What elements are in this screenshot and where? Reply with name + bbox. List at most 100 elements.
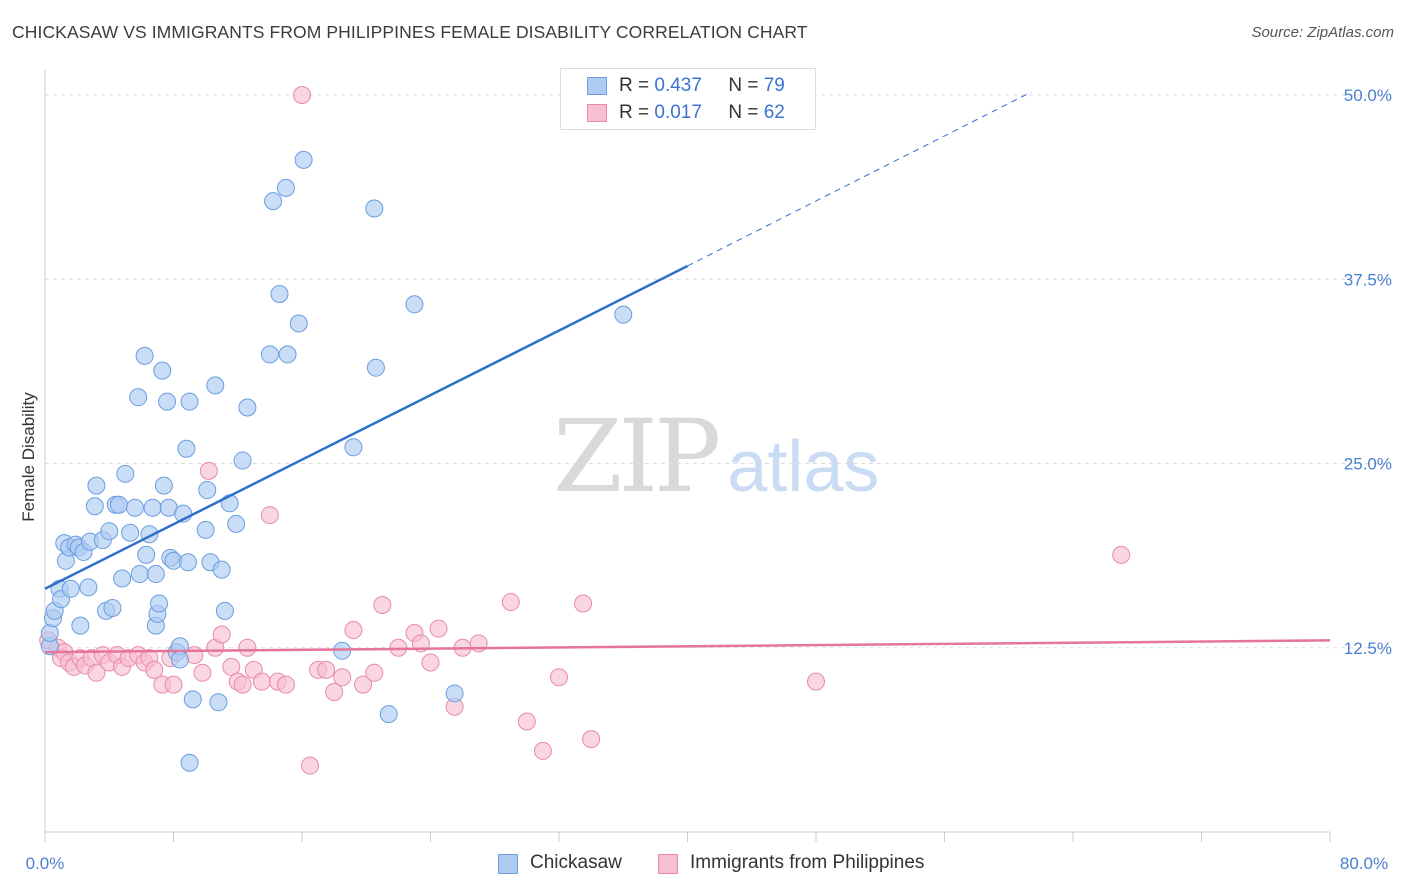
point-chickasaw [158,392,177,411]
point-chickasaw [146,565,165,584]
r-value: 0.437 [654,75,702,96]
point-chickasaw [294,150,313,169]
point-chickasaw [289,314,308,333]
point-chickasaw [196,520,215,539]
point-chickasaw [212,560,231,579]
n-value: 62 [763,102,785,123]
point-philippines [421,653,440,672]
point-philippines [199,461,218,480]
point-chickasaw [379,705,398,724]
y-tick-label: 25.0% [1344,455,1392,474]
point-philippines [193,663,212,682]
point-philippines [501,593,520,612]
x-tick-label-max: 80.0% [1340,854,1388,873]
point-philippines [517,712,536,731]
r-value: 0.017 [654,102,702,123]
point-chickasaw [150,594,169,613]
point-chickasaw [153,361,172,380]
point-chickasaw [129,388,148,407]
point-chickasaw [100,522,119,541]
point-chickasaw [209,693,228,712]
source-credit: Source: ZipAtlas.com [1251,24,1394,41]
point-philippines [145,660,164,679]
point-philippines [533,741,552,760]
stats-legend: R = 0.437 N = 79 R = 0.017 N = 62 [560,68,816,130]
point-chickasaw [109,495,128,514]
legend-swatch-philippines [658,854,678,874]
point-chickasaw [71,616,90,635]
point-philippines [317,660,336,679]
legend-swatch-philippines [587,104,607,122]
point-chickasaw [79,578,98,597]
r-label: R = [619,102,650,123]
point-chickasaw [445,684,464,703]
point-chickasaw [405,295,424,314]
watermark-atlas: atlas [727,427,880,507]
point-chickasaw [125,498,144,517]
watermark-zip: ZIP [553,398,721,515]
point-philippines [164,675,183,694]
point-chickasaw [121,523,140,542]
point-chickasaw [366,358,385,377]
trendline-chickasaw [44,264,689,590]
point-philippines [344,621,363,640]
point-chickasaw [180,392,199,411]
point-chickasaw [178,553,197,572]
legend-label-philippines: Immigrants from Philippines [690,852,925,873]
point-chickasaw [85,497,104,516]
point-chickasaw [135,346,154,365]
x-tick-label-min: 0.0% [26,854,65,873]
trendline-philippines [44,639,1331,654]
point-philippines [354,675,373,694]
point-chickasaw [278,345,297,364]
point-philippines [550,668,568,687]
point-chickasaw [233,451,252,470]
point-philippines [373,596,392,615]
n-value: 79 [763,75,785,96]
point-chickasaw [154,476,173,495]
legend-label-chickasaw: Chickasaw [530,852,622,873]
point-philippines [238,638,257,657]
point-chickasaw [365,199,384,218]
point-philippines [252,672,271,691]
point-chickasaw [113,569,132,588]
legend-swatch-chickasaw [587,77,607,95]
point-chickasaw [143,498,162,517]
point-chickasaw [260,345,279,364]
point-chickasaw [116,464,135,483]
point-philippines [301,756,320,775]
point-chickasaw [276,178,295,197]
point-chickasaw [227,514,246,533]
point-philippines [87,663,106,682]
chart-title: CHICKASAW VS IMMIGRANTS FROM PHILIPPINES… [12,22,808,42]
n-label: N = [728,102,759,123]
point-philippines [333,668,352,687]
point-philippines [276,675,295,694]
n-label: N = [728,75,759,96]
point-philippines [293,86,311,104]
point-chickasaw [137,545,156,564]
watermark: ZIP atlas [553,398,879,515]
point-chickasaw [177,439,196,458]
point-chickasaw [183,690,202,709]
point-chickasaw [180,753,199,772]
point-chickasaw [87,476,106,495]
point-chickasaw [103,598,122,617]
point-chickasaw [238,398,257,417]
point-philippines [574,594,593,613]
point-philippines [233,675,252,694]
y-axis-label: Female Disability [19,392,38,522]
trendline-extension-chickasaw [687,91,1032,267]
point-chickasaw [170,650,189,669]
y-tick-label: 50.0% [1344,86,1392,105]
point-philippines [582,730,601,749]
point-philippines [365,663,384,682]
point-chickasaw [344,438,363,457]
point-philippines [260,506,279,525]
y-tick-label: 12.5% [1344,639,1392,658]
point-philippines [429,619,448,638]
y-tick-label: 37.5% [1344,270,1392,289]
legend-swatch-chickasaw [498,854,518,874]
point-chickasaw [215,601,234,620]
